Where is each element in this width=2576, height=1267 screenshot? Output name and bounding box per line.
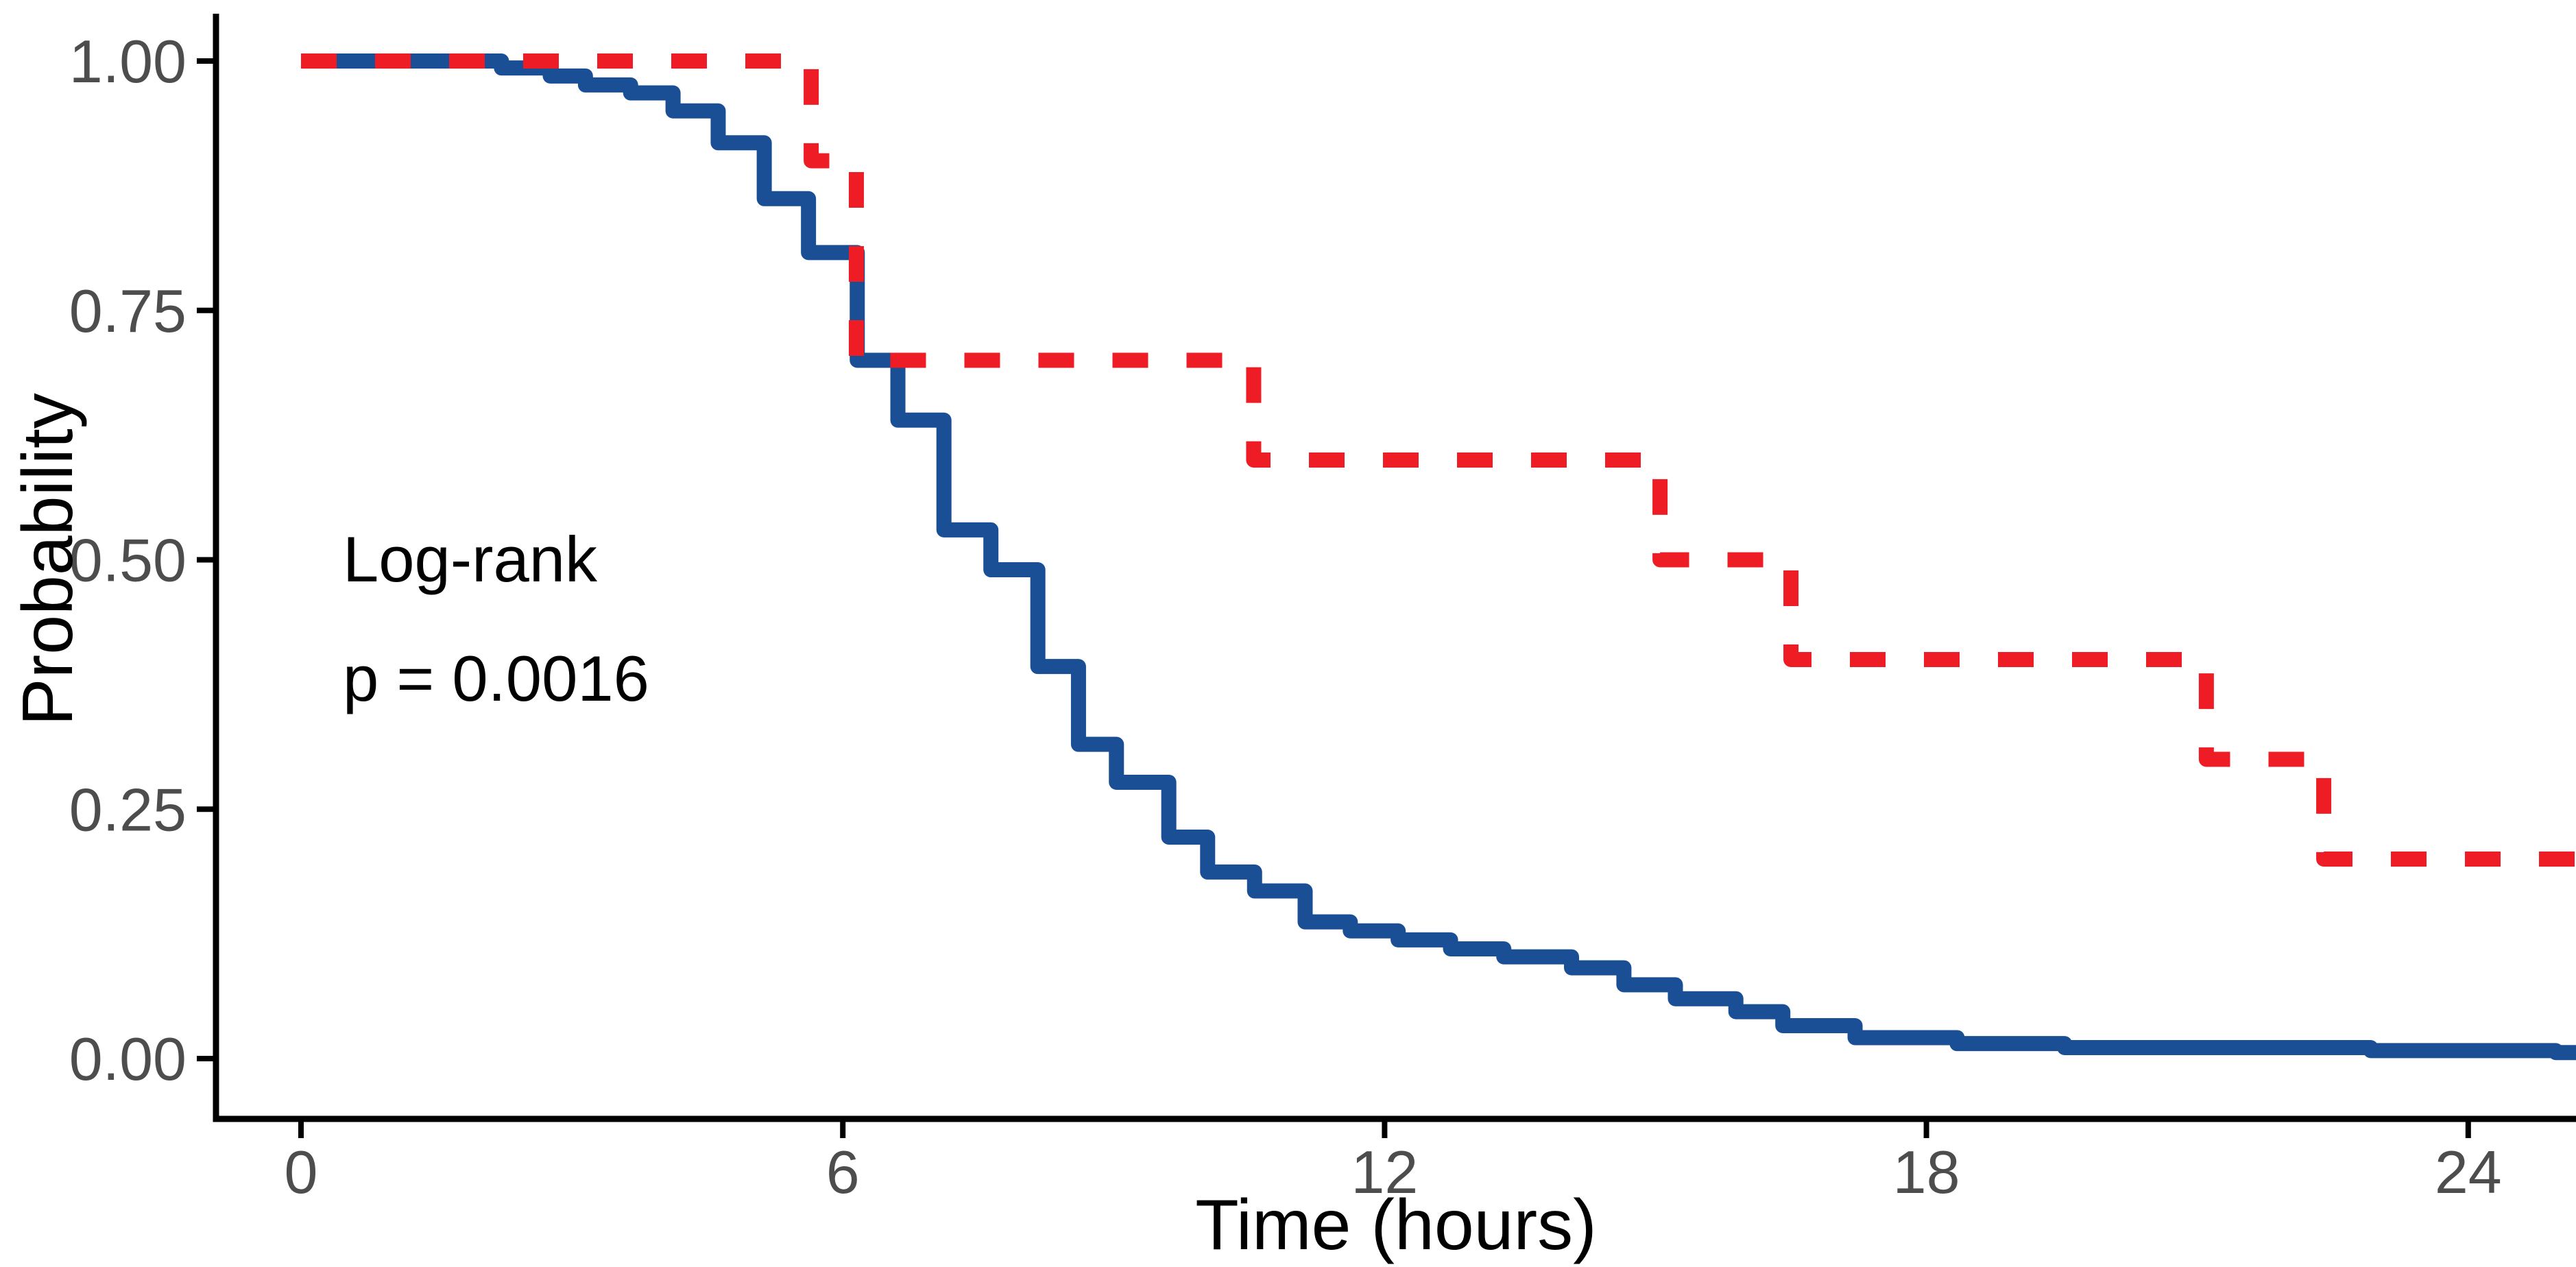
x-axis-title: Time (hours) bbox=[1195, 1185, 1597, 1265]
y-tick-label: 0.50 bbox=[69, 527, 186, 594]
x-tick-label: 0 bbox=[285, 1138, 318, 1206]
y-tick-label: 0.25 bbox=[69, 775, 186, 843]
y-tick-label: 0.75 bbox=[69, 277, 186, 345]
axes-layer: 0 6 12 18 24 0.00 0.25 0.50 0.75 1.00 bbox=[69, 14, 2576, 1206]
y-axis-title: Probability bbox=[8, 393, 88, 726]
series-layer bbox=[301, 53, 2576, 1061]
y-tick-label: 0.00 bbox=[69, 1025, 186, 1093]
x-tick-label: 12 bbox=[1351, 1138, 1418, 1206]
pvalue-label: p = 0.0016 bbox=[343, 642, 649, 714]
survival-curve-group-red-dashed bbox=[301, 53, 2576, 867]
y-tick-label: 1.00 bbox=[69, 27, 186, 95]
x-tick-label: 24 bbox=[2435, 1138, 2502, 1206]
x-tick-label: 18 bbox=[1893, 1138, 1960, 1206]
survival-curve-group-blue-solid bbox=[301, 53, 2576, 1061]
x-tick-label: 6 bbox=[826, 1138, 860, 1206]
logrank-label: Log-rank bbox=[343, 523, 598, 595]
